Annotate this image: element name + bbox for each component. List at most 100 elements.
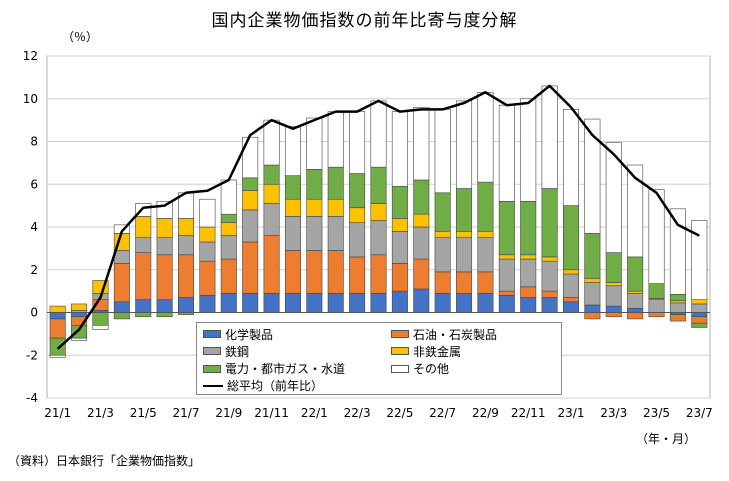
- x-tick-label: 22/11: [511, 406, 546, 420]
- bar-segment: [178, 235, 195, 256]
- chart-title: 国内企業物価指数の前年比寄与度分解: [211, 11, 518, 31]
- bar-segment: [113, 250, 130, 264]
- bar-segment: [71, 312, 88, 318]
- bar-segment: [648, 189, 665, 284]
- bar-segment: [113, 312, 130, 320]
- bar-segment: [413, 179, 430, 215]
- bar-segment: [477, 271, 494, 294]
- bar-segment: [413, 107, 430, 181]
- bar-segment: [691, 316, 708, 324]
- bar-segment: [263, 235, 280, 294]
- legend-item-steel: 鉄鋼: [203, 343, 391, 359]
- x-tick-label: 21/9: [215, 406, 242, 420]
- x-tick-label: 21/3: [87, 406, 114, 420]
- bar-segment: [135, 299, 152, 313]
- y-tick-label: 4: [30, 220, 38, 234]
- bar-segment: [669, 208, 686, 295]
- bar-segment: [370, 166, 387, 204]
- bar-segment: [413, 288, 430, 313]
- bar-segment: [498, 290, 515, 296]
- bar-segment: [242, 241, 259, 294]
- bar-segment: [135, 237, 152, 253]
- source-note: （資料）日本銀行「企業物価指数」: [8, 454, 201, 468]
- bar-segment: [92, 312, 109, 326]
- legend-item-petroleum: 石油・石炭製品: [391, 326, 551, 342]
- legend-swatch-nonferrous: [391, 347, 409, 356]
- bar-segment: [49, 354, 66, 358]
- legend-label-petroleum: 石油・石炭製品: [413, 327, 498, 342]
- bar-segment: [413, 213, 430, 228]
- bar-segment: [220, 179, 237, 215]
- bar-segment: [220, 213, 237, 224]
- bar-segment: [178, 218, 195, 236]
- bar-segment: [541, 85, 558, 189]
- bar-segment: [391, 218, 408, 232]
- bar-segment: [477, 181, 494, 232]
- bar-segment: [434, 271, 451, 294]
- legend-label-utilities: 電力・都市ガス・水道: [225, 362, 346, 376]
- bar-segment: [349, 222, 366, 258]
- bar-segment: [691, 312, 708, 318]
- bar-segment: [199, 198, 216, 228]
- x-tick-label: 23/3: [600, 406, 627, 420]
- bar-segment: [242, 190, 259, 211]
- bar-segment: [220, 292, 237, 313]
- bar-segment: [220, 222, 237, 236]
- bar-segment: [691, 299, 708, 305]
- x-tick-label: 21/1: [44, 406, 71, 420]
- bar-segment: [327, 198, 344, 217]
- bar-segment: [242, 209, 259, 243]
- legend-swatch-utilities: [203, 364, 221, 373]
- bar-segment: [284, 175, 301, 200]
- bar-segment: [391, 290, 408, 313]
- bar-segment: [434, 109, 451, 194]
- bar-segment: [627, 312, 644, 320]
- legend-swatch-steel: [203, 347, 221, 356]
- bar-segment: [648, 299, 665, 313]
- bar-segment: [669, 302, 686, 313]
- legend-swatch-chemical: [203, 330, 221, 338]
- legend-swatch-other: [391, 364, 409, 373]
- bar-segment: [370, 220, 387, 256]
- bar-segment: [71, 303, 88, 311]
- x-tick-label: 21/7: [173, 406, 200, 420]
- bar-segment: [627, 290, 644, 294]
- bar-segment: [263, 292, 280, 313]
- bar-segment: [199, 226, 216, 243]
- bar-segment: [263, 183, 280, 204]
- bar-segment: [242, 136, 259, 179]
- axis-layer: -4 -2 0 2 4 6 8 10 12 21/1 21/3 21/5 21/7 21/9 21/11 22…: [23, 49, 713, 420]
- bar-segment: [541, 297, 558, 313]
- bar-segment: [391, 230, 408, 264]
- bar-segment: [605, 312, 622, 318]
- bar-segment: [284, 126, 301, 176]
- bar-segment: [434, 192, 451, 232]
- line-layer: [56, 84, 700, 350]
- bar-segment: [370, 292, 387, 313]
- bar-segment: [306, 168, 323, 200]
- bar-segment: [541, 260, 558, 292]
- bar-segment: [498, 254, 515, 260]
- bar-segment: [520, 297, 537, 313]
- bar-segment: [520, 258, 537, 288]
- bar-segment: [413, 226, 430, 260]
- bar-segment: [263, 119, 280, 166]
- bar-segment: [627, 292, 644, 309]
- bar-segment: [627, 256, 644, 292]
- total-average-line: [56, 84, 700, 350]
- bar-segment: [113, 263, 130, 303]
- x-tick-label: 21/11: [254, 406, 289, 420]
- bar-segment: [306, 292, 323, 313]
- bar-segment: [49, 312, 66, 320]
- bar-segment: [584, 312, 601, 320]
- bar-segment: [477, 92, 494, 183]
- bar-segment: [413, 258, 430, 290]
- bar-segment: [627, 164, 644, 258]
- bar-segment: [520, 286, 537, 298]
- bar-segment: [135, 312, 152, 318]
- legend-label-chemical: 化学製品: [225, 327, 274, 342]
- y-tick-label: -2: [26, 348, 38, 362]
- bar-segment: [391, 111, 408, 187]
- y-tick-label: -4: [26, 391, 38, 405]
- bar-segment: [562, 297, 579, 303]
